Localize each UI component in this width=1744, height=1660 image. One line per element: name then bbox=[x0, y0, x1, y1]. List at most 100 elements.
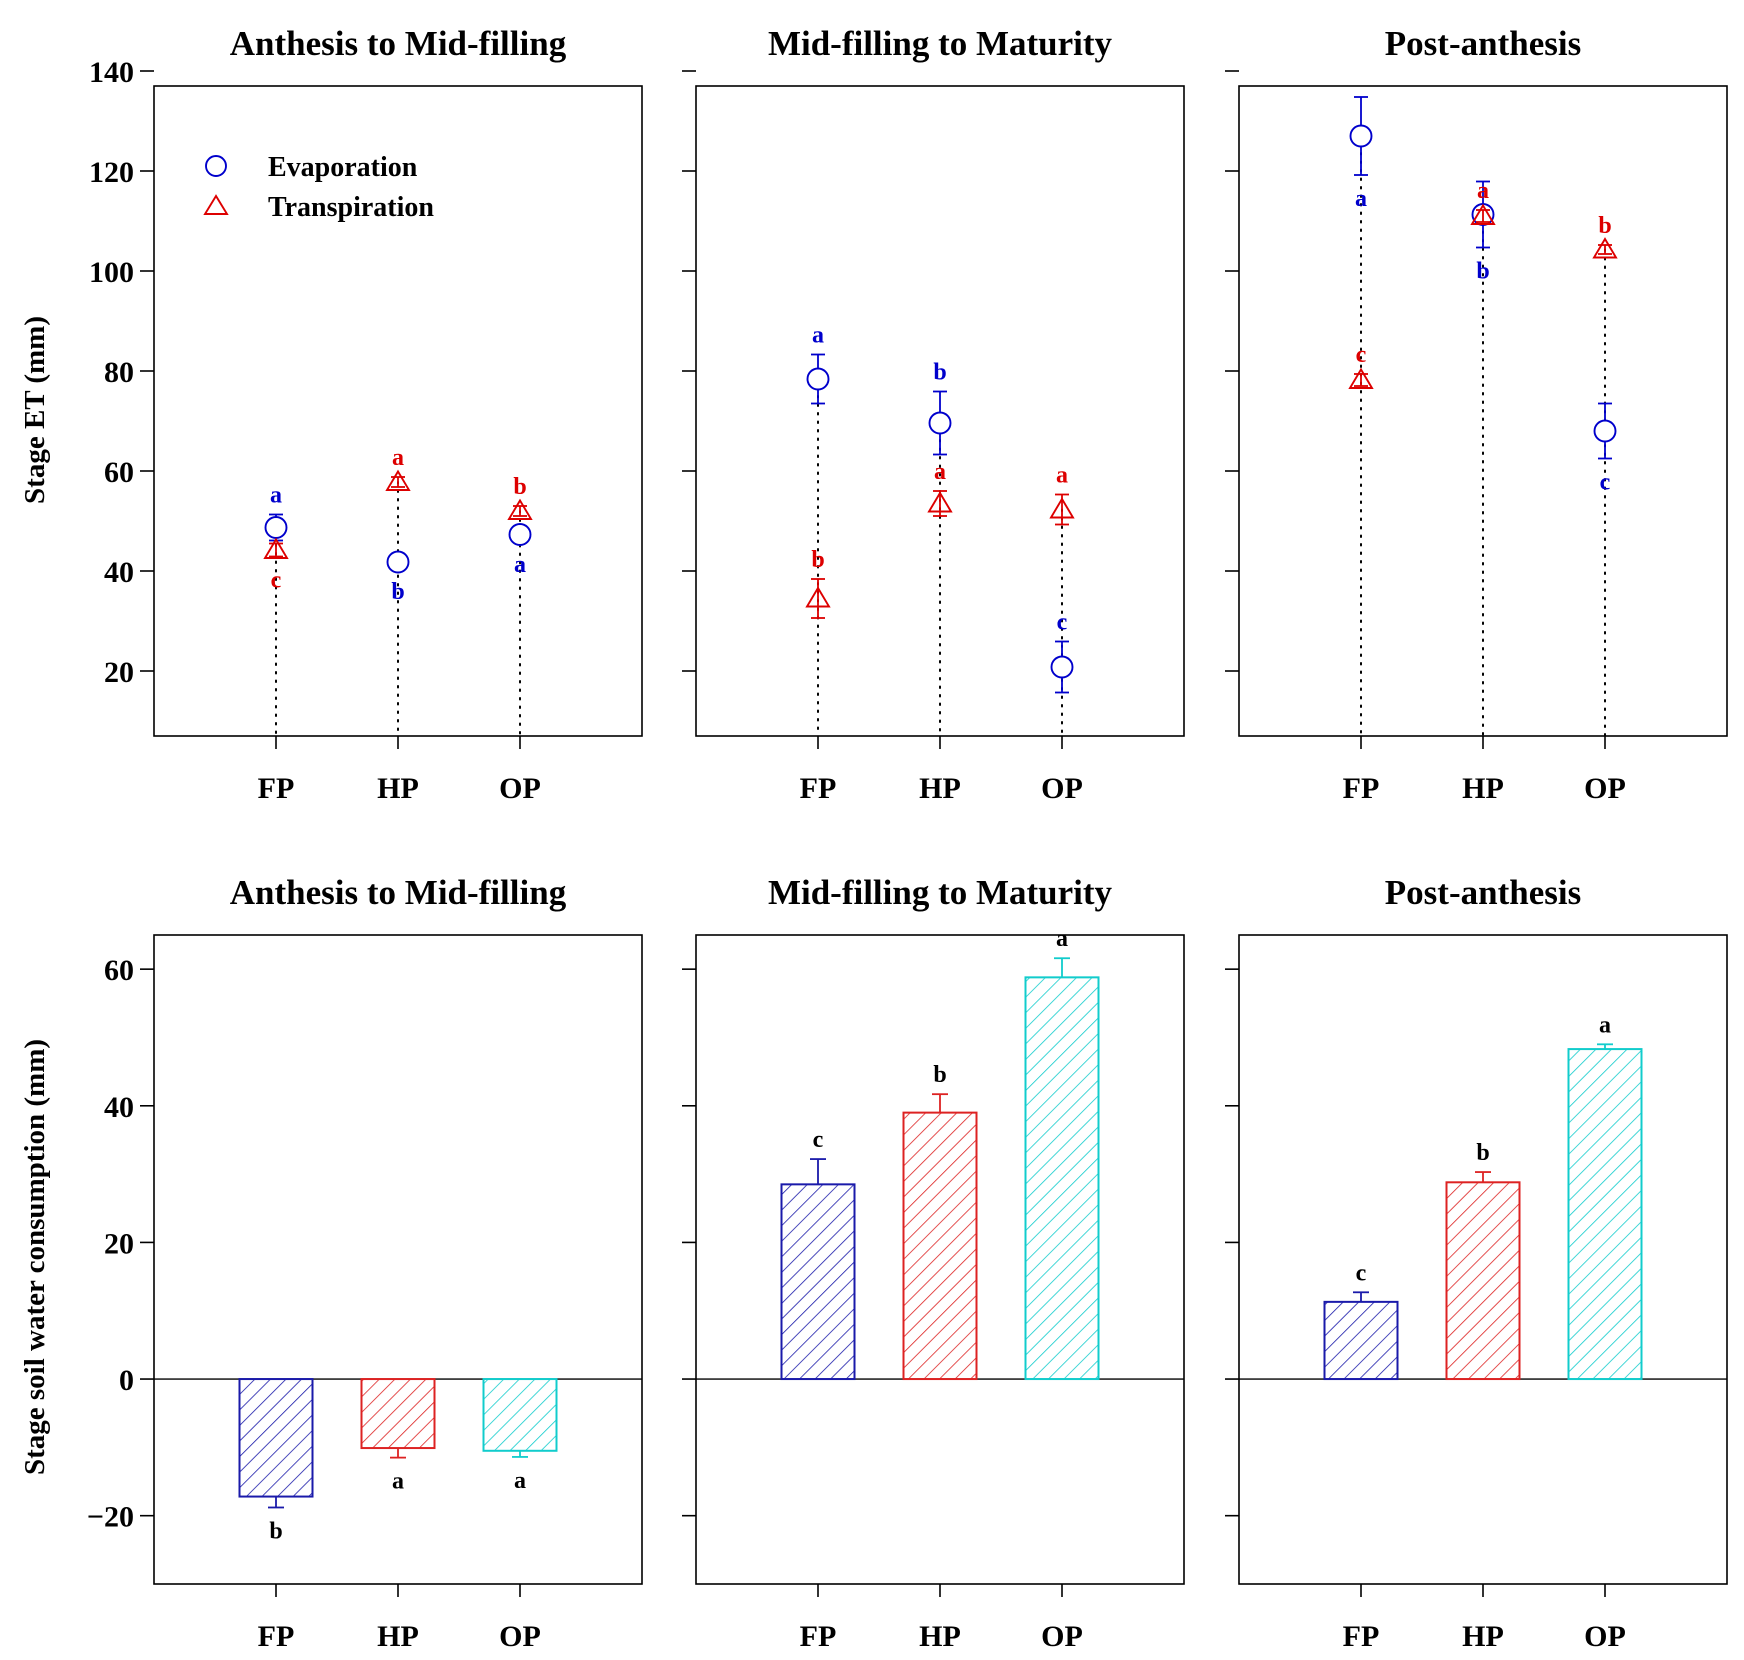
legend-evaporation-label: Evaporation bbox=[268, 152, 418, 183]
transpiration-point bbox=[805, 586, 831, 608]
significance-letter: a bbox=[270, 483, 282, 509]
y-tick-label: 60 bbox=[104, 954, 134, 987]
x-tick-label: HP bbox=[919, 772, 961, 805]
transpiration-point bbox=[1348, 367, 1374, 389]
bar-op bbox=[1024, 976, 1100, 1381]
significance-letter: b bbox=[269, 1518, 282, 1544]
x-tick-label: OP bbox=[1584, 772, 1626, 805]
x-tick-label: OP bbox=[1041, 772, 1083, 805]
evaporation-point bbox=[508, 523, 532, 546]
bar-op bbox=[482, 1378, 558, 1452]
panel-5: Mid-filling to Maturity FP HP OP c b a bbox=[682, 873, 1185, 1653]
significance-letter: b bbox=[1476, 1140, 1489, 1166]
plot-frame bbox=[153, 85, 643, 737]
significance-letter: b bbox=[933, 1062, 946, 1088]
panel-title: Mid-filling to Maturity bbox=[768, 24, 1113, 63]
evaporation-point bbox=[806, 367, 830, 391]
evaporation-point bbox=[1593, 419, 1617, 443]
significance-letter: a bbox=[934, 459, 946, 485]
significance-letter: c bbox=[1600, 470, 1611, 496]
significance-letter: a bbox=[514, 1468, 526, 1494]
y-tick-label: 40 bbox=[104, 1091, 134, 1124]
transpiration-point bbox=[385, 469, 411, 491]
evaporation-point bbox=[1349, 124, 1373, 148]
y-tick-label: 20 bbox=[104, 1227, 134, 1260]
x-tick-label: FP bbox=[258, 1620, 295, 1653]
transpiration-point bbox=[927, 491, 953, 513]
y-axis-label-et: Stage ET (mm) bbox=[19, 316, 51, 504]
bar-op bbox=[1567, 1048, 1643, 1381]
significance-letter: c bbox=[1356, 1260, 1367, 1286]
bar-fp bbox=[238, 1378, 314, 1498]
significance-letter: c bbox=[1057, 610, 1068, 636]
significance-letter: a bbox=[1599, 1012, 1611, 1038]
y-tick-label: 120 bbox=[89, 156, 134, 189]
panel-title: Anthesis to Mid-filling bbox=[230, 873, 567, 912]
panel-title: Anthesis to Mid-filling bbox=[230, 24, 567, 63]
x-tick-label: HP bbox=[919, 1620, 961, 1653]
significance-letter: a bbox=[1056, 463, 1068, 489]
significance-letter: b bbox=[1476, 259, 1489, 285]
x-tick-label: OP bbox=[1041, 1620, 1083, 1653]
transpiration-point bbox=[1592, 237, 1618, 259]
significance-letter: b bbox=[1598, 213, 1611, 239]
significance-letter: a bbox=[392, 1469, 404, 1495]
y-tick-label: 20 bbox=[104, 656, 134, 689]
panel-4: Anthesis to Mid-filling −20 0 20 40 60 FP HP OP b… bbox=[87, 873, 643, 1653]
y-tick-label: 60 bbox=[104, 456, 134, 489]
evaporation-point bbox=[386, 550, 410, 574]
transpiration-point bbox=[507, 498, 533, 520]
y-tick-label: 140 bbox=[89, 56, 134, 89]
x-tick-label: FP bbox=[1343, 772, 1380, 805]
x-tick-label: FP bbox=[258, 772, 295, 805]
panel-2: Mid-filling to Maturity FP HP OP a b c b a a bbox=[682, 24, 1185, 805]
significance-letter: b bbox=[811, 547, 824, 573]
panel-3: Post-anthesis FP HP OP a b c c a b bbox=[1225, 24, 1728, 805]
significance-letter: b bbox=[933, 360, 946, 386]
significance-letter: a bbox=[812, 323, 824, 349]
significance-letter: a bbox=[1355, 186, 1367, 212]
x-tick-label: OP bbox=[499, 772, 541, 805]
evaporation-point bbox=[928, 411, 952, 435]
x-tick-label: HP bbox=[377, 772, 419, 805]
transpiration-point bbox=[263, 537, 289, 559]
significance-letter: a bbox=[1477, 178, 1489, 204]
bar-hp bbox=[902, 1111, 978, 1381]
y-axis-label-soil-water: Stage soil water consumption (mm) bbox=[19, 1039, 51, 1475]
significance-letter: c bbox=[1356, 342, 1367, 368]
transpiration-point bbox=[1049, 497, 1075, 519]
x-tick-label: OP bbox=[1584, 1620, 1626, 1653]
y-tick-label: −20 bbox=[87, 1501, 134, 1534]
x-tick-label: HP bbox=[1462, 772, 1504, 805]
transpiration-point bbox=[1470, 203, 1496, 225]
y-tick-label: 100 bbox=[89, 256, 134, 289]
significance-letter: b bbox=[391, 579, 404, 605]
x-tick-label: HP bbox=[1462, 1620, 1504, 1653]
evaporation-point bbox=[264, 516, 288, 539]
x-tick-label: FP bbox=[800, 1620, 837, 1653]
y-tick-label: 80 bbox=[104, 356, 134, 389]
panel-title: Post-anthesis bbox=[1385, 873, 1581, 912]
panel-title: Mid-filling to Maturity bbox=[768, 873, 1113, 912]
legend-evaporation-marker bbox=[205, 155, 227, 177]
panel-title: Post-anthesis bbox=[1385, 24, 1581, 63]
bar-hp bbox=[360, 1378, 436, 1450]
x-tick-label: OP bbox=[499, 1620, 541, 1653]
significance-letter: c bbox=[271, 568, 282, 594]
x-tick-label: FP bbox=[800, 772, 837, 805]
significance-letter: a bbox=[514, 552, 526, 578]
legend-transpiration-label: Transpiration bbox=[268, 192, 434, 223]
bar-hp bbox=[1445, 1181, 1521, 1381]
y-tick-label: 40 bbox=[104, 556, 134, 589]
significance-letter: a bbox=[392, 445, 404, 471]
x-tick-label: HP bbox=[377, 1620, 419, 1653]
panels: Anthesis to Mid-filling 20 40 60 80 100 120 140… bbox=[87, 24, 1728, 1653]
y-tick-label: 0 bbox=[119, 1364, 134, 1397]
x-tick-label: FP bbox=[1343, 1620, 1380, 1653]
evaporation-point bbox=[1050, 655, 1074, 679]
bar-fp bbox=[780, 1183, 856, 1381]
legend-transpiration-marker bbox=[203, 194, 229, 215]
significance-letter: a bbox=[1056, 926, 1068, 952]
bar-fp bbox=[1323, 1300, 1399, 1381]
